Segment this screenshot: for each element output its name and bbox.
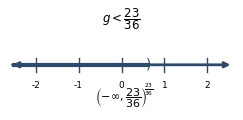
Text: 1: 1 [162,81,167,90]
Text: $\left(-\infty, \dfrac{23}{36}\right)$: $\left(-\infty, \dfrac{23}{36}\right)$ [95,87,148,110]
Text: -2: -2 [31,81,40,90]
Text: -1: -1 [74,81,83,90]
Text: $g < \dfrac{23}{36}$: $g < \dfrac{23}{36}$ [102,6,141,32]
Text: $\frac{23}{36}$: $\frac{23}{36}$ [144,81,154,98]
Text: ): ) [146,58,152,72]
Text: 2: 2 [205,81,210,90]
Text: 0: 0 [119,81,124,90]
